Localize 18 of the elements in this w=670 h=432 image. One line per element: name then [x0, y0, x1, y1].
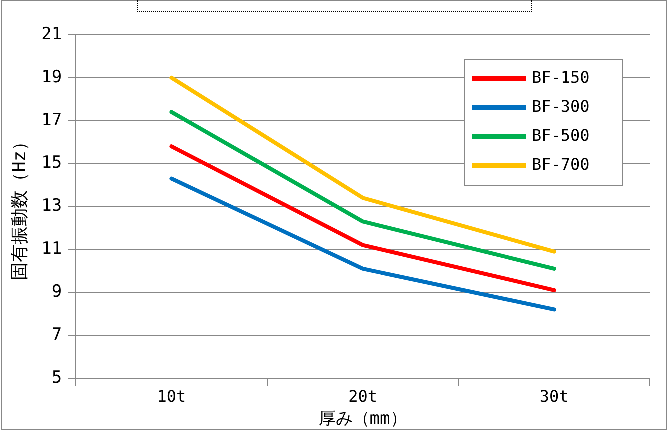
y-tick-label: 17 [42, 110, 62, 130]
x-tick-label: 10t [157, 387, 186, 406]
y-tick-label: 9 [52, 282, 62, 302]
legend-label: BF-150 [532, 68, 590, 88]
y-tick-label: 21 [42, 24, 62, 44]
y-tick-label: 15 [42, 153, 62, 174]
x-tick-label: 30t [540, 387, 569, 406]
y-tick-label: 5 [52, 368, 62, 388]
y-tick-label: 11 [42, 239, 62, 260]
legend-label: BF-300 [532, 97, 590, 116]
y-tick-label: 7 [52, 324, 62, 345]
y-axis-title: 固有振動数（Hz） [9, 132, 30, 281]
x-axis-title: 厚み（mm） [318, 409, 408, 430]
y-tick-label: 13 [42, 196, 62, 216]
legend-label: BF-500 [532, 126, 590, 146]
y-tick-label: 19 [42, 67, 62, 88]
legend-label: BF-700 [532, 155, 590, 174]
x-tick-label: 20t [348, 387, 378, 406]
